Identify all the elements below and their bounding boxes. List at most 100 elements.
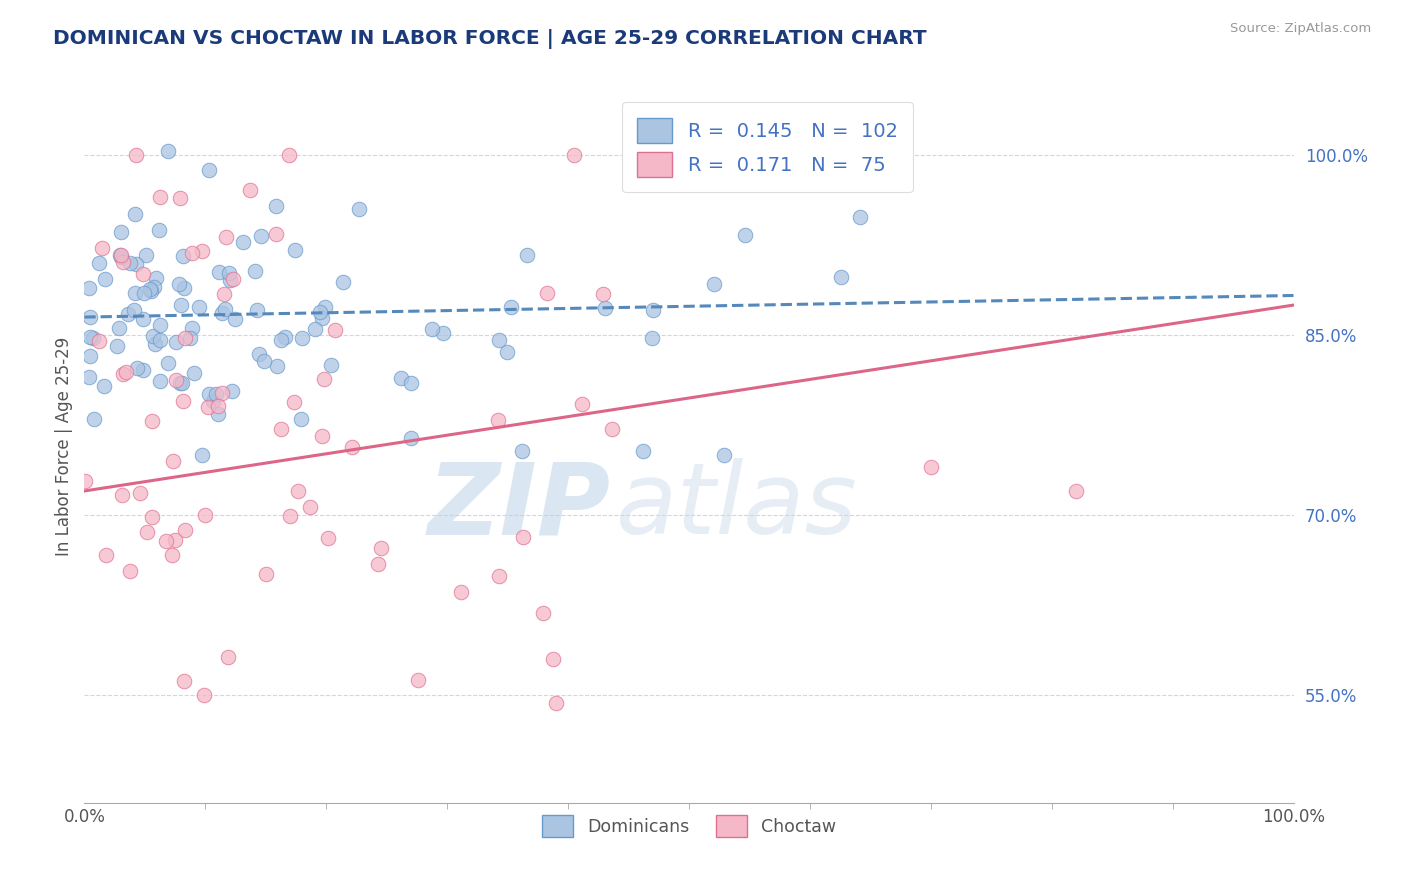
Point bbox=[197, 386, 219, 401]
Point bbox=[162, 548, 184, 562]
Point bbox=[198, 163, 221, 178]
Point bbox=[298, 500, 321, 514]
Point bbox=[79, 330, 101, 344]
Point bbox=[183, 366, 205, 380]
Point bbox=[179, 331, 201, 345]
Point bbox=[120, 256, 142, 270]
Point bbox=[245, 263, 267, 277]
Point bbox=[211, 306, 233, 320]
Point bbox=[734, 228, 756, 243]
Point bbox=[187, 301, 209, 315]
Point bbox=[222, 272, 245, 286]
Point bbox=[145, 271, 167, 285]
Point bbox=[191, 244, 214, 258]
Point bbox=[510, 444, 533, 458]
Point bbox=[82, 330, 104, 344]
Point bbox=[432, 326, 454, 340]
Point bbox=[232, 235, 254, 249]
Point bbox=[239, 183, 262, 197]
Point bbox=[920, 460, 942, 475]
Y-axis label: In Labor Force | Age 25-29: In Labor Force | Age 25-29 bbox=[55, 336, 73, 556]
Point bbox=[157, 355, 180, 369]
Point bbox=[87, 256, 110, 270]
Point bbox=[291, 331, 314, 345]
Point bbox=[194, 508, 217, 522]
Point bbox=[129, 485, 152, 500]
Point bbox=[131, 362, 153, 376]
Text: Source: ZipAtlas.com: Source: ZipAtlas.com bbox=[1230, 22, 1371, 36]
Point bbox=[314, 300, 336, 314]
Point bbox=[122, 303, 145, 318]
Point bbox=[311, 311, 333, 326]
Point bbox=[284, 243, 307, 257]
Point bbox=[332, 276, 354, 290]
Point bbox=[224, 311, 246, 326]
Point bbox=[174, 331, 197, 345]
Point bbox=[167, 277, 190, 291]
Point bbox=[641, 303, 664, 318]
Point bbox=[111, 488, 134, 502]
Point bbox=[169, 191, 191, 205]
Point bbox=[172, 249, 194, 263]
Point bbox=[127, 360, 149, 375]
Point bbox=[108, 320, 131, 334]
Point bbox=[536, 285, 558, 300]
Point bbox=[278, 508, 301, 523]
Point bbox=[124, 286, 146, 301]
Point bbox=[309, 305, 332, 319]
Point bbox=[420, 322, 443, 336]
Point bbox=[830, 270, 852, 285]
Point bbox=[214, 301, 236, 316]
Point bbox=[115, 365, 138, 379]
Point bbox=[170, 298, 193, 312]
Point bbox=[110, 248, 132, 262]
Point bbox=[274, 330, 297, 344]
Point bbox=[197, 400, 219, 414]
Point bbox=[342, 440, 364, 454]
Point bbox=[1064, 483, 1087, 498]
Point bbox=[323, 323, 346, 337]
Point bbox=[91, 241, 114, 255]
Point bbox=[173, 281, 195, 295]
Point bbox=[250, 228, 273, 243]
Point bbox=[207, 399, 229, 413]
Point bbox=[110, 247, 132, 261]
Point bbox=[155, 533, 177, 548]
Point bbox=[73, 474, 96, 488]
Point bbox=[89, 334, 111, 348]
Point bbox=[120, 564, 142, 578]
Point bbox=[266, 199, 288, 213]
Point bbox=[201, 393, 224, 408]
Text: DOMINICAN VS CHOCTAW IN LABOR FORCE | AGE 25-29 CORRELATION CHART: DOMINICAN VS CHOCTAW IN LABOR FORCE | AG… bbox=[53, 29, 927, 48]
Point bbox=[165, 533, 187, 548]
Point bbox=[270, 421, 292, 435]
Point bbox=[136, 525, 159, 540]
Point bbox=[207, 407, 229, 421]
Point bbox=[165, 373, 187, 387]
Legend: Dominicans, Choctaw: Dominicans, Choctaw bbox=[531, 805, 846, 847]
Point bbox=[266, 359, 288, 373]
Point bbox=[541, 651, 564, 665]
Point bbox=[564, 148, 586, 162]
Point bbox=[148, 223, 170, 237]
Point bbox=[79, 350, 101, 364]
Point bbox=[283, 395, 305, 409]
Point bbox=[499, 300, 522, 314]
Point bbox=[173, 523, 195, 537]
Point bbox=[181, 321, 204, 335]
Point bbox=[450, 584, 472, 599]
Point bbox=[142, 280, 165, 294]
Point bbox=[495, 344, 517, 359]
Point bbox=[592, 287, 614, 301]
Point bbox=[79, 370, 101, 384]
Point bbox=[849, 210, 872, 224]
Point bbox=[79, 310, 101, 325]
Point bbox=[93, 379, 115, 393]
Point bbox=[401, 431, 423, 445]
Point bbox=[96, 548, 118, 562]
Point bbox=[703, 277, 725, 291]
Point bbox=[277, 148, 299, 162]
Point bbox=[221, 384, 243, 398]
Point bbox=[112, 255, 135, 269]
Point bbox=[173, 673, 195, 688]
